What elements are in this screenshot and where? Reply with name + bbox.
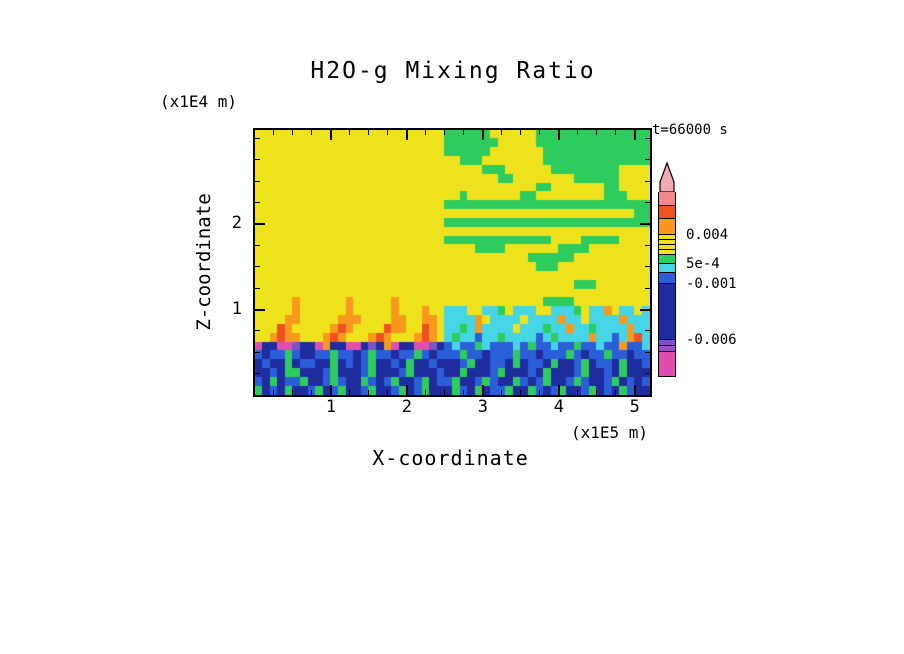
y-axis-title: Z-coordinate (193, 193, 215, 331)
time-annotation: t=66000 s (652, 122, 728, 138)
colorbar-segment (659, 206, 675, 219)
colorbar-segment (659, 219, 675, 235)
colorbar-scale (658, 192, 676, 377)
y-axis-unit-label: (x1E4 m) (160, 92, 238, 111)
colorbar (658, 162, 676, 377)
colorbar-segment (659, 245, 675, 250)
x-tick-label: 3 (477, 397, 488, 417)
chart-title: H2O-g Mixing Ratio (310, 58, 596, 84)
colorbar-segment (659, 346, 675, 352)
y-tick-label: 2 (231, 213, 242, 234)
colorbar-segment (659, 235, 675, 240)
x-tick-label: 4 (553, 397, 564, 417)
colorbar-segment (659, 264, 675, 273)
colorbar-label: 0.004 (686, 227, 729, 243)
colorbar-segment (659, 352, 675, 376)
x-axis-tick-labels: 1 2 3 4 5 (255, 397, 650, 419)
x-axis-unit-label: (x1E5 m) (570, 423, 648, 442)
x-tick-label: 1 (325, 397, 337, 417)
colorbar-arrow-icon (659, 162, 675, 192)
x-axis-title: X-coordinate (372, 446, 529, 470)
colorbar-segment (659, 240, 675, 245)
colorbar-label: -0.001 (686, 276, 737, 292)
colorbar-segment (659, 192, 675, 206)
x-tick-label: 2 (401, 397, 413, 417)
colorbar-segment (659, 255, 675, 264)
plot-area (253, 128, 652, 397)
colorbar-label: -0.006 (686, 332, 737, 348)
colorbar-value-labels: 0.004 5e-4 -0.001 -0.006 (686, 192, 766, 402)
colorbar-segment (659, 273, 675, 284)
colorbar-segment (659, 340, 675, 346)
y-tick-label: 1 (231, 298, 242, 319)
colorbar-segment (659, 250, 675, 255)
colorbar-label: 5e-4 (686, 256, 720, 272)
colorbar-segment (659, 284, 675, 340)
heatmap-canvas (255, 130, 650, 395)
x-tick-label: 5 (629, 397, 640, 417)
